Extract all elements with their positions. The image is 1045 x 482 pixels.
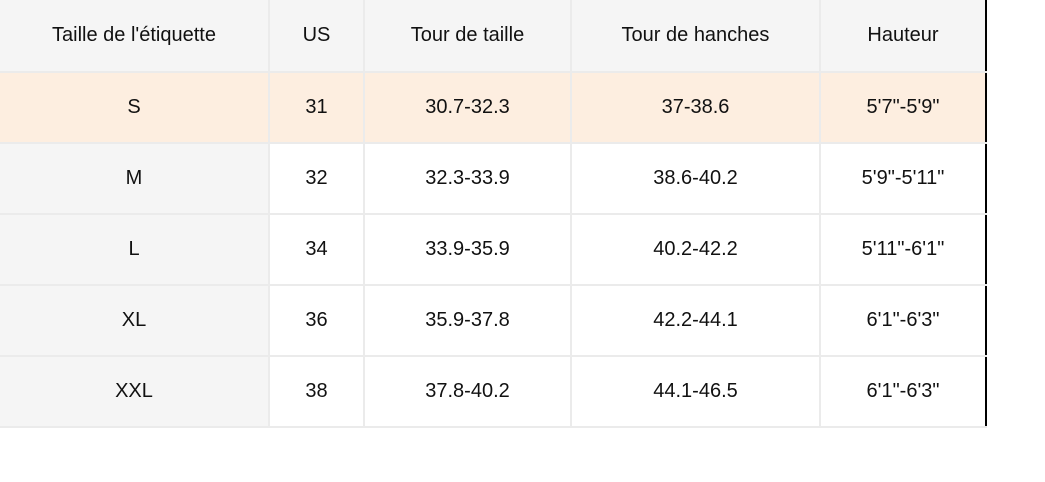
cell-hips: 44.1-46.5 <box>570 355 821 428</box>
table-row: M 32 32.3-33.9 38.6-40.2 5'9"-5'11" <box>0 142 987 215</box>
header-label-size: Taille de l'étiquette <box>0 0 270 73</box>
cell-height: 6'1"-6'3" <box>819 284 987 357</box>
cell-label-size: M <box>0 142 270 215</box>
cell-label-size: L <box>0 213 270 286</box>
header-hips: Tour de hanches <box>570 0 821 73</box>
header-height: Hauteur <box>819 0 987 73</box>
cell-height: 5'11"-6'1" <box>819 213 987 286</box>
cell-waist: 30.7-32.3 <box>363 71 572 144</box>
header-waist: Tour de taille <box>363 0 572 73</box>
table-row: L 34 33.9-35.9 40.2-42.2 5'11"-6'1" <box>0 213 987 286</box>
cell-us: 34 <box>268 213 365 286</box>
header-us: US <box>268 0 365 73</box>
cell-waist: 37.8-40.2 <box>363 355 572 428</box>
cell-waist: 33.9-35.9 <box>363 213 572 286</box>
cell-hips: 40.2-42.2 <box>570 213 821 286</box>
cell-hips: 38.6-40.2 <box>570 142 821 215</box>
cell-height: 5'9"-5'11" <box>819 142 987 215</box>
cell-us: 36 <box>268 284 365 357</box>
cell-us: 38 <box>268 355 365 428</box>
cell-us: 31 <box>268 71 365 144</box>
header-row: Taille de l'étiquette US Tour de taille … <box>0 0 987 73</box>
table-row: S 31 30.7-32.3 37-38.6 5'7"-5'9" <box>0 71 987 144</box>
cell-waist: 35.9-37.8 <box>363 284 572 357</box>
cell-height: 5'7"-5'9" <box>819 71 987 144</box>
cell-label-size: S <box>0 71 270 144</box>
cell-label-size: XL <box>0 284 270 357</box>
table-row: XXL 38 37.8-40.2 44.1-46.5 6'1"-6'3" <box>0 355 987 428</box>
cell-hips: 42.2-44.1 <box>570 284 821 357</box>
cell-label-size: XXL <box>0 355 270 428</box>
size-chart-table: Taille de l'étiquette US Tour de taille … <box>0 0 987 428</box>
cell-hips: 37-38.6 <box>570 71 821 144</box>
cell-us: 32 <box>268 142 365 215</box>
table-row: XL 36 35.9-37.8 42.2-44.1 6'1"-6'3" <box>0 284 987 357</box>
cell-waist: 32.3-33.9 <box>363 142 572 215</box>
cell-height: 6'1"-6'3" <box>819 355 987 428</box>
